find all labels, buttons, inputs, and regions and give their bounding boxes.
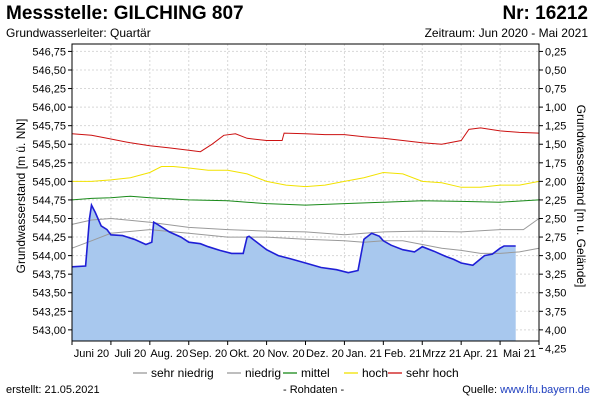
y-right-tick-label: 1,75 xyxy=(545,158,566,170)
y-tick-label: 544,00 xyxy=(32,251,66,263)
period-label: Zeitraum: Jun 2020 - Mai 2021 xyxy=(424,26,588,40)
y-axis-label-right: Grundwasserstand [m u. Gelände] xyxy=(574,105,588,288)
y-right-tick-label: 3,25 xyxy=(545,269,566,281)
y-right-tick-label: 2,00 xyxy=(545,176,566,188)
raw-data-note: - Rohdaten - xyxy=(283,384,345,396)
legend: sehr niedrig niedrig mittel hoch sehr hoch xyxy=(133,366,459,380)
x-tick-label: Nov. 20 xyxy=(267,348,304,360)
measurement-line xyxy=(71,202,516,274)
x-tick-label: Dez. 20 xyxy=(306,348,344,360)
y-right-tick-label: 4,00 xyxy=(545,325,566,337)
y-axis-label-left: Grundwasserstand [m ü. NN] xyxy=(14,119,28,274)
series-sehr-hoch xyxy=(71,127,540,153)
x-tick-label: Aug. 20 xyxy=(150,348,188,360)
x-tick-label: Apr. 21 xyxy=(463,348,498,360)
station-number: Nr: 16212 xyxy=(502,3,588,24)
grid xyxy=(72,44,539,341)
y-tick-label: 544,50 xyxy=(32,213,66,225)
x-tick-label: Juli 20 xyxy=(114,348,146,360)
y-tick-label: 545,50 xyxy=(32,139,66,151)
source-link[interactable]: www.lfu.bayern.de xyxy=(500,384,590,396)
y-tick-label: 546,25 xyxy=(32,84,66,96)
y-tick-label: 544,75 xyxy=(32,195,66,207)
y-tick-label: 543,00 xyxy=(32,325,66,337)
y-right-tick-label: 1,50 xyxy=(545,139,566,151)
created-date: erstellt: 21.05.2021 xyxy=(6,384,100,396)
x-tick-label: Okt. 20 xyxy=(229,348,264,360)
y-right-tick-label: 0,75 xyxy=(545,84,566,96)
y-right-tick-label: 1,25 xyxy=(545,121,566,133)
source-label: Quelle: xyxy=(462,384,501,396)
y-tick-label: 546,50 xyxy=(32,65,66,77)
series-niedrig xyxy=(71,217,540,236)
y-right-tick-label: 2,75 xyxy=(545,232,566,244)
x-axis: Juni 20 Juli 20 Aug. 20 Sep. 20 Okt. 20 Nov. … xyxy=(71,341,540,360)
y-tick-label: 545,75 xyxy=(32,121,66,133)
legend-label-sehr-niedrig: sehr niedrig xyxy=(151,366,214,380)
y-right-tick-label: 0,50 xyxy=(545,65,566,77)
right-axis: 0,25 0,50 0,75 1,00 1,25 1,50 1,75 2,00 2,25 2,50… xyxy=(539,46,566,355)
y-tick-label: 545,00 xyxy=(32,176,66,188)
x-tick-label: Mai 21 xyxy=(503,348,536,360)
y-tick-label: 546,00 xyxy=(32,102,66,114)
source-credit: Quelle: www.lfu.bayern.de xyxy=(462,384,590,396)
legend-label-niedrig: niedrig xyxy=(245,366,281,380)
y-right-tick-label: 3,50 xyxy=(545,288,566,300)
x-tick-label: Sep. 20 xyxy=(189,348,227,360)
left-axis: 543,00 543,25 543,50 543,75 544,00 544,25 544,… xyxy=(32,46,72,337)
x-tick-label: Mrzz 21 xyxy=(422,348,461,360)
y-tick-label: 543,75 xyxy=(32,269,66,281)
aquifer-label: Grundwasserleiter: Quartär xyxy=(6,26,151,40)
y-right-tick-label: 2,50 xyxy=(545,213,566,225)
series-hoch xyxy=(72,166,540,188)
y-right-tick-label: 1,00 xyxy=(545,102,566,114)
x-tick-label: Juni 20 xyxy=(74,348,109,360)
reference-series xyxy=(71,127,540,254)
y-right-tick-label: 3,75 xyxy=(545,306,566,318)
legend-label-sehr-hoch: sehr hoch xyxy=(406,366,459,380)
series-mittel xyxy=(71,195,540,206)
y-tick-label: 545,25 xyxy=(32,158,66,170)
y-tick-label: 543,25 xyxy=(32,306,66,318)
y-right-tick-label: 2,25 xyxy=(545,195,566,207)
y-tick-label: 546,75 xyxy=(32,46,66,58)
x-tick-label: Feb. 21 xyxy=(384,348,421,360)
y-right-tick-label: 4,25 xyxy=(545,343,566,355)
legend-label-mittel: mittel xyxy=(301,366,330,380)
y-tick-label: 543,50 xyxy=(32,288,66,300)
x-tick-label: Jan. 21 xyxy=(346,348,382,360)
y-right-tick-label: 3,00 xyxy=(545,251,566,263)
measurement-fill-area xyxy=(72,205,516,341)
legend-label-hoch: hoch xyxy=(362,366,388,380)
y-tick-label: 544,25 xyxy=(32,232,66,244)
y-right-tick-label: 0,25 xyxy=(545,46,566,58)
page-title: Messstelle: GILCHING 807 xyxy=(6,3,244,24)
